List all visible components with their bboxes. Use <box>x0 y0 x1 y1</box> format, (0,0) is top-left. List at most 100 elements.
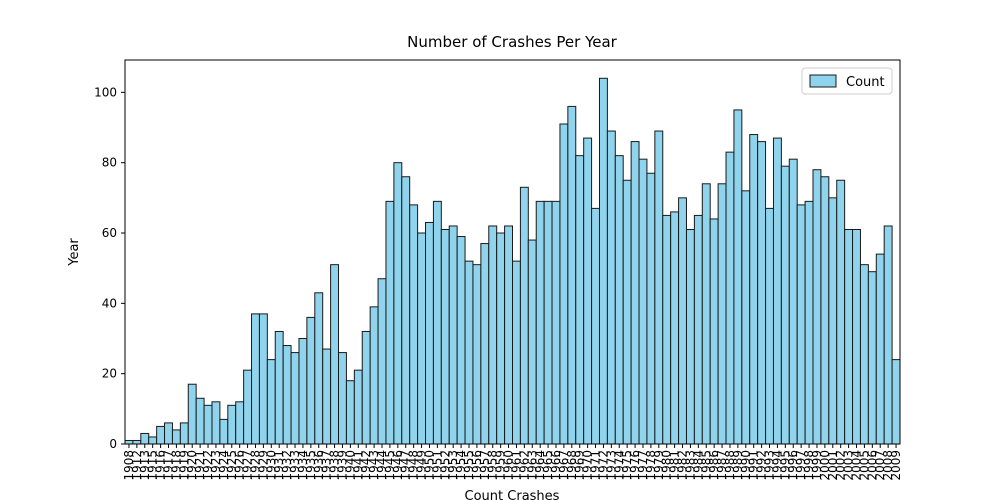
bar <box>844 228 854 445</box>
x-tick-label: 1958 <box>486 450 500 481</box>
bar <box>733 109 743 445</box>
x-tick-label: 1908 <box>122 450 136 481</box>
bar <box>171 429 181 445</box>
x-tick-label: 1962 <box>517 450 531 481</box>
bar <box>393 162 403 445</box>
bar <box>638 158 648 445</box>
bar <box>725 151 735 445</box>
x-tick-label: 1938 <box>328 450 342 481</box>
x-tick-label: 1931 <box>272 450 286 481</box>
x-tick-label: 1944 <box>375 450 389 481</box>
bar <box>757 141 767 445</box>
bar <box>330 264 340 445</box>
bar <box>701 183 711 445</box>
bar <box>187 383 197 445</box>
x-tick-label: 1925 <box>225 450 239 481</box>
bar <box>306 316 316 445</box>
x-tick-label: 1918 <box>169 450 183 481</box>
x-tick-label: 2009 <box>889 450 903 481</box>
bar <box>820 176 830 445</box>
x-tick-label: 1995 <box>778 450 792 481</box>
x-tick-label: 1960 <box>502 450 516 481</box>
bar <box>361 330 371 445</box>
bar <box>243 369 253 445</box>
bar <box>488 225 498 445</box>
bar <box>266 359 276 445</box>
bar <box>456 236 466 445</box>
x-tick-label: 1991 <box>747 450 761 481</box>
x-tick-label: 1981 <box>668 450 682 481</box>
bar <box>583 137 593 445</box>
x-tick-label: 1990 <box>739 450 753 481</box>
bar <box>472 264 482 445</box>
x-tick-label: 1950 <box>422 450 436 481</box>
bar <box>377 278 387 445</box>
x-tick-label: 1972 <box>596 450 610 481</box>
x-tick-label: 1999 <box>810 450 824 481</box>
x-tick-label: 1997 <box>794 450 808 481</box>
bar <box>298 338 308 445</box>
bar <box>765 207 774 445</box>
bar <box>195 397 205 445</box>
x-tick-label: 1994 <box>770 450 784 481</box>
x-tick-label: 1934 <box>296 450 310 481</box>
bar <box>836 179 846 445</box>
bar <box>211 401 221 445</box>
bar <box>717 183 727 445</box>
x-tick-label: 1948 <box>407 450 421 481</box>
bar <box>591 207 600 445</box>
bar <box>883 225 893 445</box>
x-tick-label: 2005 <box>857 450 871 481</box>
x-tick-label: 1936 <box>312 450 326 481</box>
x-tick-label: 1935 <box>304 450 318 481</box>
bar <box>622 179 632 445</box>
bar <box>859 264 869 445</box>
bar <box>788 158 798 445</box>
x-tick-label: 1987 <box>715 450 729 481</box>
x-tick-label: 1949 <box>415 450 429 481</box>
bar <box>535 200 545 445</box>
bar <box>432 200 442 445</box>
bar <box>338 352 347 445</box>
x-tick-label: 1975 <box>620 450 634 481</box>
bar <box>156 425 166 445</box>
chart-title: Number of Crashes Per Year <box>407 33 617 51</box>
bar <box>124 439 134 445</box>
x-tick-label: 1996 <box>786 450 800 481</box>
bar <box>693 214 703 445</box>
bar <box>598 77 608 445</box>
bar <box>543 200 553 445</box>
x-tick-label: 2007 <box>873 450 887 481</box>
x-tick-label: 1979 <box>652 450 666 481</box>
bar <box>353 369 363 445</box>
bar <box>164 422 173 445</box>
x-tick-label: 1982 <box>676 450 690 481</box>
bar <box>654 130 664 445</box>
x-tick-label: 1912 <box>130 450 144 481</box>
bar <box>409 204 419 445</box>
x-tick-label: 1919 <box>177 450 191 481</box>
x-tick-label: 1916 <box>154 450 168 481</box>
bar <box>258 313 268 445</box>
bar <box>448 225 458 445</box>
bar <box>685 228 695 445</box>
x-tick-label: 1923 <box>209 450 223 481</box>
x-tick-label: 1971 <box>589 450 603 481</box>
bar <box>527 239 537 445</box>
bar <box>179 422 189 445</box>
bar <box>551 200 561 445</box>
y-tick-label: 20 <box>102 367 117 381</box>
x-tick-label: 1974 <box>612 450 626 481</box>
legend-label: Count <box>846 75 885 90</box>
x-tick-label: 1947 <box>399 450 413 481</box>
bar <box>867 271 877 445</box>
bar <box>772 137 782 445</box>
x-tick-label: 1988 <box>723 450 737 481</box>
x-tick-label: 1985 <box>699 450 713 481</box>
x-tick-label: 1983 <box>683 450 697 481</box>
bar <box>282 345 292 445</box>
bar <box>670 211 680 445</box>
bar <box>322 348 332 445</box>
bar <box>345 380 355 445</box>
x-tick-label: 1967 <box>557 450 571 481</box>
